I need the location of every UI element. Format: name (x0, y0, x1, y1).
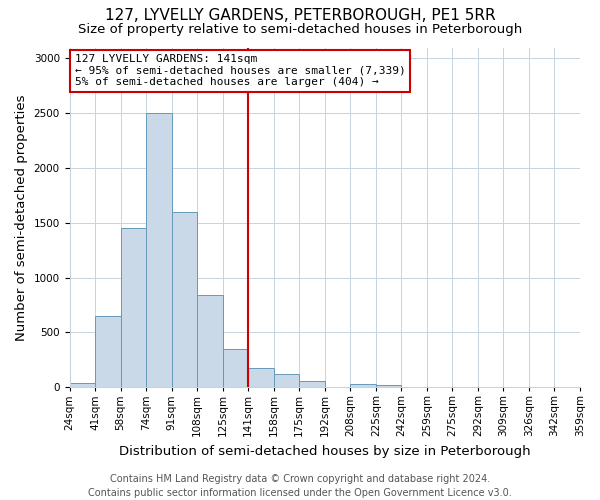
Text: 127 LYVELLY GARDENS: 141sqm
← 95% of semi-detached houses are smaller (7,339)
5%: 127 LYVELLY GARDENS: 141sqm ← 95% of sem… (74, 54, 406, 88)
Bar (121, 228, 146, 387)
Bar (248, 368, 274, 387)
Bar (172, 212, 197, 387)
Bar (223, 349, 248, 387)
Bar (146, 113, 172, 387)
Bar (350, 384, 376, 387)
Bar (70, 382, 95, 387)
Text: Contains HM Land Registry data © Crown copyright and database right 2024.
Contai: Contains HM Land Registry data © Crown c… (88, 474, 512, 498)
X-axis label: Distribution of semi-detached houses by size in Peterborough: Distribution of semi-detached houses by … (119, 444, 530, 458)
Text: Size of property relative to semi-detached houses in Peterborough: Size of property relative to semi-detach… (78, 22, 522, 36)
Bar (376, 385, 401, 387)
Y-axis label: Number of semi-detached properties: Number of semi-detached properties (15, 94, 28, 340)
Bar (197, 295, 223, 387)
Bar (95, 316, 121, 387)
Text: 127, LYVELLY GARDENS, PETERBOROUGH, PE1 5RR: 127, LYVELLY GARDENS, PETERBOROUGH, PE1 … (104, 8, 496, 22)
Bar (299, 381, 325, 387)
Bar (274, 374, 299, 387)
